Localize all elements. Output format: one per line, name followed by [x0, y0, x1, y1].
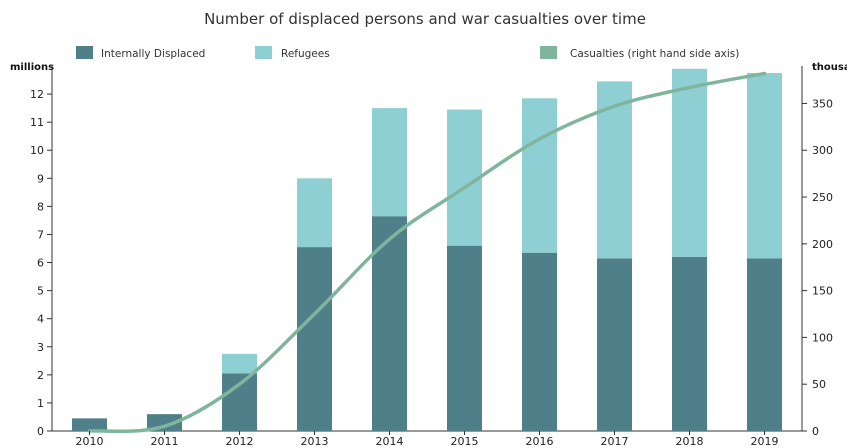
right-tick-label-50: 50	[812, 378, 826, 391]
left-tick-label-10: 10	[30, 144, 44, 157]
x-tick-label-2015: 2015	[451, 435, 479, 448]
right-axis-unit: thousands	[812, 62, 847, 73]
x-tick-label-2012: 2012	[226, 435, 254, 448]
right-tick-label-300: 300	[812, 144, 833, 157]
bar-refugees-2013	[297, 178, 332, 248]
right-tick-label-150: 150	[812, 285, 833, 298]
left-tick-label-7: 7	[37, 228, 44, 241]
bar-refugees-2014	[372, 108, 407, 217]
left-tick-label-2: 2	[37, 369, 44, 382]
left-tick-label-8: 8	[37, 200, 44, 213]
x-tick-label-2013: 2013	[301, 435, 329, 448]
x-tick-label-2014: 2014	[376, 435, 404, 448]
chart-title: Number of displaced persons and war casu…	[204, 10, 646, 28]
bar-refugees-2015	[447, 109, 482, 246]
legend: Internally Displaced Refugees Casualties…	[76, 46, 739, 60]
x-tick-label-2019: 2019	[751, 435, 779, 448]
bar-internally-displaced-2016	[522, 252, 557, 431]
left-tick-label-3: 3	[37, 341, 44, 354]
left-tick-label-9: 9	[37, 172, 44, 185]
left-tick-label-4: 4	[37, 313, 44, 326]
bar-refugees-2012	[222, 353, 257, 374]
left-tick-label-0: 0	[37, 425, 44, 438]
bar-refugees-2019	[747, 73, 782, 259]
right-tick-label-200: 200	[812, 238, 833, 251]
casualties-line-layer	[87, 71, 767, 434]
x-tick-label-2016: 2016	[526, 435, 554, 448]
left-tick-label-12: 12	[30, 88, 44, 101]
legend-label-refugees: Refugees	[281, 48, 330, 60]
legend-swatch-internally-displaced	[76, 46, 93, 59]
right-axis-ticks: 0 50 100 150 200 250 300 350	[802, 97, 833, 438]
x-tick-label-2011: 2011	[151, 435, 179, 448]
bar-refugees-2018	[672, 68, 707, 257]
legend-label-casualties: Casualties (right hand side axis)	[570, 48, 739, 60]
right-tick-label-100: 100	[812, 331, 833, 344]
right-tick-label-250: 250	[812, 191, 833, 204]
x-tick-label-2018: 2018	[676, 435, 704, 448]
bars-layer	[72, 68, 782, 431]
bar-internally-displaced-2013	[297, 247, 332, 431]
legend-swatch-refugees	[255, 46, 272, 59]
x-axis-ticks: 2010 2011 2012 2013 2014 2015 2016 2017 2018 2019	[76, 431, 779, 448]
left-tick-label-1: 1	[37, 397, 44, 410]
bar-internally-displaced-2019	[747, 258, 782, 431]
legend-swatch-casualties	[540, 46, 557, 59]
legend-label-internally-displaced: Internally Displaced	[101, 48, 205, 60]
left-axis-unit: millions	[10, 62, 54, 73]
bar-internally-displaced-2018	[672, 256, 707, 431]
right-tick-label-0: 0	[812, 425, 819, 438]
bar-internally-displaced-2017	[597, 258, 632, 431]
bar-internally-displaced-2010	[72, 418, 107, 431]
right-tick-label-350: 350	[812, 97, 833, 110]
left-tick-label-6: 6	[37, 257, 44, 270]
x-tick-label-2010: 2010	[76, 435, 104, 448]
bar-refugees-2016	[522, 98, 557, 253]
left-tick-label-11: 11	[30, 116, 44, 129]
casualties-line	[87, 71, 767, 434]
x-tick-label-2017: 2017	[601, 435, 629, 448]
bar-internally-displaced-2015	[447, 245, 482, 431]
left-tick-label-5: 5	[37, 285, 44, 298]
